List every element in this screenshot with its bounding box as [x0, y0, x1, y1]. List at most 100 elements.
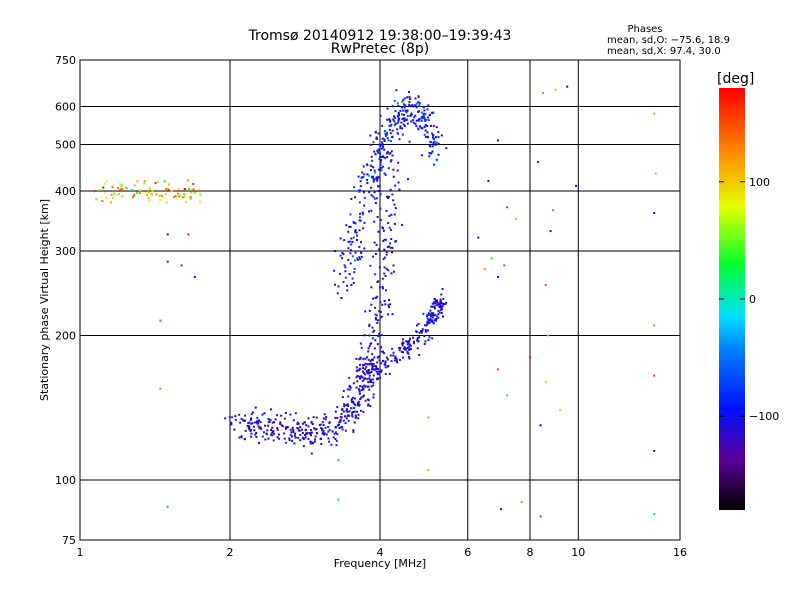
data-point — [385, 152, 388, 155]
data-point — [334, 431, 337, 434]
data-point — [393, 203, 396, 206]
data-point — [422, 106, 425, 109]
data-point — [339, 254, 342, 257]
data-point — [379, 207, 382, 210]
data-point — [366, 356, 369, 359]
data-point — [354, 397, 356, 400]
data-point — [423, 133, 426, 136]
data-point — [416, 339, 419, 342]
data-point — [337, 423, 340, 426]
data-point — [378, 185, 381, 188]
data-point — [306, 432, 309, 435]
data-point — [378, 266, 381, 269]
data-point — [375, 318, 377, 321]
data-point — [434, 307, 436, 310]
data-point — [166, 233, 169, 236]
data-point — [312, 416, 315, 419]
data-point — [401, 223, 404, 226]
data-point — [378, 310, 381, 313]
data-point — [412, 342, 415, 345]
data-point — [292, 430, 295, 433]
data-point — [376, 281, 379, 283]
data-point — [269, 418, 272, 421]
data-point — [350, 243, 353, 246]
data-point — [386, 156, 389, 159]
data-point — [248, 425, 251, 428]
data-point — [391, 129, 394, 132]
data-point — [292, 419, 295, 422]
data-point — [401, 344, 404, 347]
data-point — [356, 374, 359, 377]
data-point — [373, 368, 376, 371]
data-point — [324, 418, 327, 421]
data-point — [337, 498, 340, 501]
data-point — [373, 191, 376, 194]
data-point — [148, 199, 151, 202]
y-tick-label: 750 — [55, 54, 76, 67]
data-point — [178, 194, 181, 196]
data-point — [383, 172, 386, 175]
data-point — [544, 283, 547, 286]
data-point — [427, 119, 430, 122]
data-point — [272, 439, 275, 442]
data-point — [362, 367, 365, 370]
data-point — [315, 432, 318, 435]
data-point — [372, 255, 375, 258]
data-point — [409, 98, 412, 100]
y-tick-label: 300 — [55, 245, 76, 258]
data-point — [390, 140, 392, 143]
data-point — [416, 337, 419, 339]
data-point — [374, 153, 377, 156]
data-point — [376, 149, 379, 152]
data-point — [118, 182, 121, 185]
data-point — [376, 373, 379, 375]
data-point — [250, 435, 253, 438]
data-point — [362, 364, 364, 367]
data-point — [383, 300, 386, 302]
data-point — [384, 238, 387, 241]
data-point — [278, 437, 281, 440]
data-point — [414, 122, 417, 125]
data-point — [435, 142, 438, 144]
y-tick-label: 200 — [55, 330, 76, 343]
data-point — [257, 421, 260, 424]
data-point — [384, 303, 387, 306]
data-point — [497, 368, 499, 371]
data-point — [393, 213, 396, 216]
data-point — [344, 422, 347, 425]
data-point — [549, 230, 552, 233]
colorbar-tick-label: −100 — [749, 410, 779, 423]
data-point — [385, 253, 388, 256]
data-point — [417, 119, 420, 122]
data-point — [393, 222, 396, 225]
data-point — [537, 160, 539, 163]
data-point — [240, 417, 243, 420]
data-point — [310, 431, 313, 434]
data-point — [168, 183, 171, 186]
data-point — [363, 378, 366, 381]
data-point — [349, 225, 352, 228]
data-point — [346, 408, 348, 411]
data-point — [376, 197, 378, 200]
data-point — [339, 418, 342, 421]
data-point — [421, 127, 424, 130]
data-point — [348, 240, 351, 243]
data-point — [364, 368, 367, 371]
data-point — [364, 399, 367, 402]
data-point — [435, 304, 438, 307]
data-point — [432, 314, 435, 317]
data-point — [333, 269, 336, 272]
data-point — [426, 135, 429, 138]
data-point — [341, 257, 344, 260]
data-point — [117, 186, 119, 189]
data-point — [178, 195, 181, 198]
data-point — [297, 436, 300, 439]
data-point — [371, 358, 374, 361]
data-point — [362, 227, 365, 230]
data-point — [288, 437, 291, 440]
data-point — [371, 159, 374, 162]
data-point — [377, 190, 380, 193]
data-point — [126, 187, 129, 190]
data-point — [421, 154, 423, 157]
data-point — [389, 132, 392, 135]
